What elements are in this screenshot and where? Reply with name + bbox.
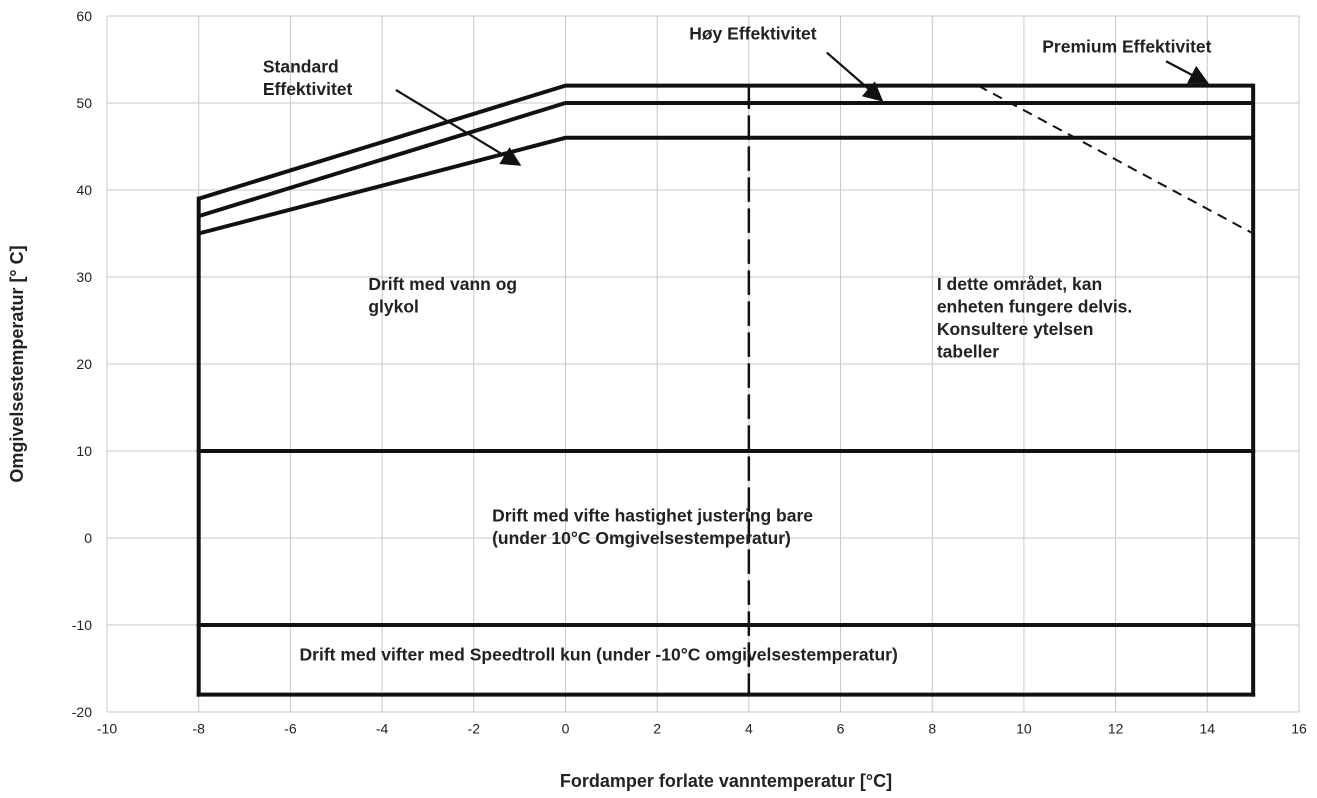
x-tick-label: 4 xyxy=(745,720,753,736)
series-line xyxy=(198,135,1254,236)
region-water-glycol-line: Drift med vann og xyxy=(368,274,517,294)
x-axis-title: Fordamper forlate vanntemperatur [°C] xyxy=(560,771,892,791)
y-tick-label: 50 xyxy=(76,95,92,111)
x-tick-label: 0 xyxy=(562,720,570,736)
annotation-arrow xyxy=(1165,60,1210,84)
x-tick-labels: -10 -8 -6 -4 -2 0 2 4 6 8 10 12 14 16 xyxy=(97,720,1307,736)
region-fan-speed-line: Drift med vifte hastighet justering bare xyxy=(492,505,813,525)
annotation-arrow xyxy=(826,51,884,102)
region-partial-line: Konsultere ytelsen xyxy=(937,319,1094,339)
y-tick-label: -20 xyxy=(72,704,92,720)
grid xyxy=(106,15,1300,713)
y-tick-label: 40 xyxy=(76,182,92,198)
series-line-dashed xyxy=(977,84,1254,235)
y-tick-label: 10 xyxy=(76,443,92,459)
y-tick-label: 0 xyxy=(84,530,92,546)
x-tick-label: 2 xyxy=(653,720,661,736)
x-tick-label: -2 xyxy=(468,720,481,736)
x-tick-label: -10 xyxy=(97,720,117,736)
x-tick-label: 16 xyxy=(1291,720,1307,736)
label-standard-line: Effektivitet xyxy=(263,79,353,99)
region-partial-line: tabeller xyxy=(937,342,999,362)
x-tick-label: 10 xyxy=(1016,720,1032,736)
region-fan-speed-line: (under 10°C Omgivelsestemperatur) xyxy=(492,528,791,548)
x-tick-label: 14 xyxy=(1200,720,1216,736)
label-hoy-line: Høy Effektivitet xyxy=(689,23,817,43)
label-standard-line: Standard xyxy=(263,57,339,77)
series-lines xyxy=(198,83,1254,236)
y-tick-label: 60 xyxy=(76,8,92,24)
series-line xyxy=(198,101,1254,219)
region-speedtroll-line: Drift med vifter med Speedtroll kun (und… xyxy=(300,645,898,665)
y-tick-labels: 60 50 40 30 20 10 0 -10 -20 xyxy=(72,8,92,720)
label-premium-line: Premium Effektivitet xyxy=(1042,37,1211,57)
y-axis-title: Omgivelsestemperatur [° C] xyxy=(7,245,27,482)
x-tick-label: -8 xyxy=(192,720,205,736)
y-tick-label: -10 xyxy=(72,617,92,633)
region-partial-line: I dette området, kan xyxy=(937,274,1102,294)
annotation-arrow xyxy=(395,89,522,166)
annotation-arrows xyxy=(395,51,1210,166)
x-tick-label: 8 xyxy=(928,720,936,736)
x-tick-label: -6 xyxy=(284,720,297,736)
y-tick-label: 30 xyxy=(76,269,92,285)
region-partial-line: enheten fungere delvis. xyxy=(937,297,1132,317)
series-line xyxy=(198,83,1254,201)
x-tick-label: 12 xyxy=(1108,720,1124,736)
y-tick-label: 20 xyxy=(76,356,92,372)
boundary-lines xyxy=(196,83,1256,697)
region-water-glycol-line: glykol xyxy=(368,297,419,317)
x-tick-label: 6 xyxy=(837,720,845,736)
x-tick-label: -4 xyxy=(376,720,389,736)
